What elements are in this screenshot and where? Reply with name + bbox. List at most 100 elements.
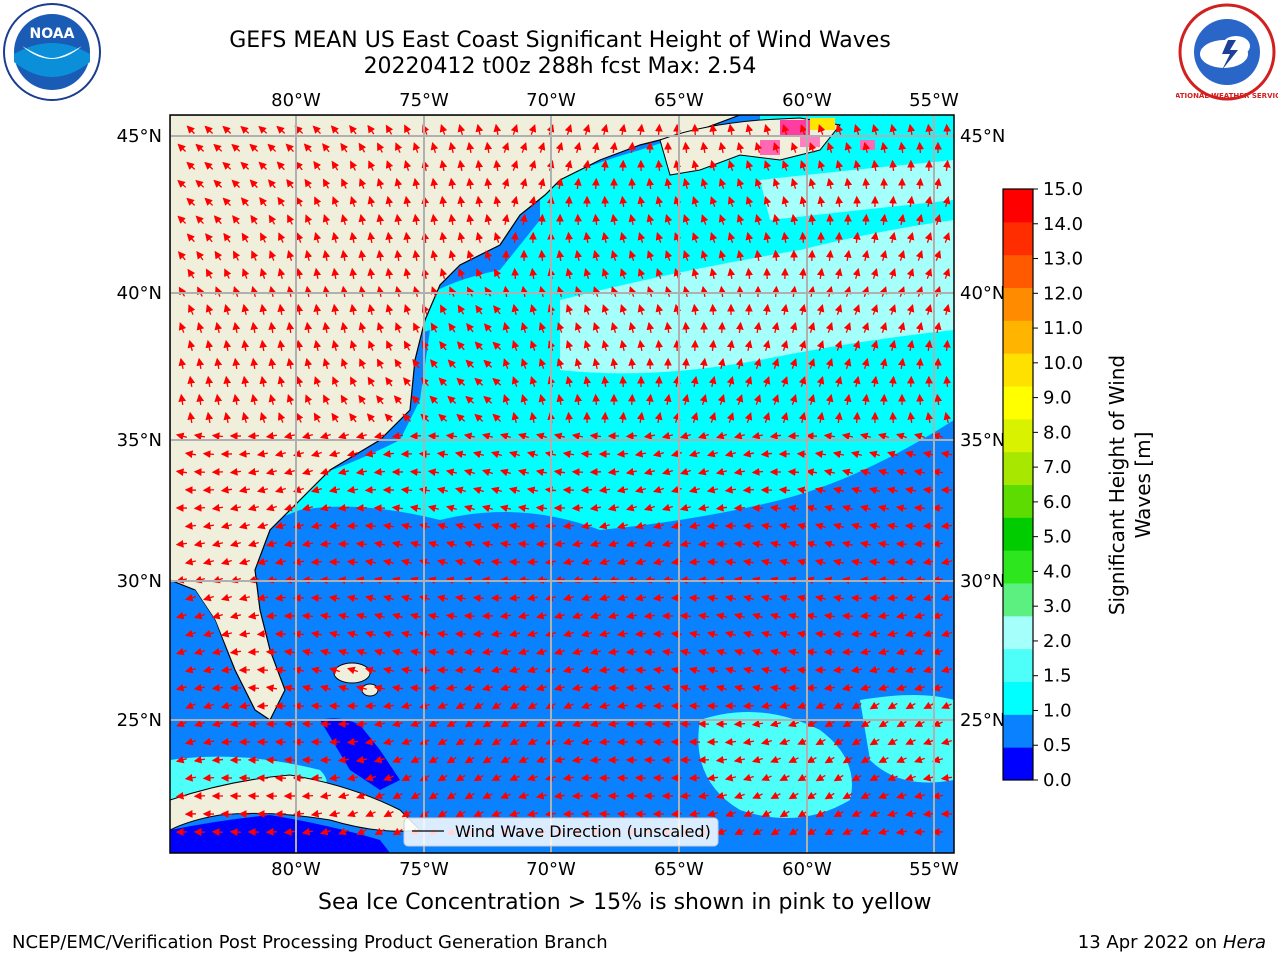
wave-arrow (699, 357, 708, 370)
wave-arrow (628, 393, 636, 406)
wave-arrow (222, 197, 231, 207)
wave-arrow (727, 231, 736, 243)
wave-arrow (240, 197, 249, 207)
wave-arrow (853, 124, 862, 135)
branch-credit: NCEP/EMC/Verification Post Processing Pr… (12, 932, 608, 953)
colorbar-segment (1003, 221, 1033, 256)
wave-arrow (763, 196, 772, 207)
wave-arrow (250, 357, 259, 370)
wave-arrow (429, 395, 439, 404)
wave-arrow (214, 250, 223, 261)
colorbar-segment (1003, 550, 1033, 584)
wave-arrow (463, 612, 476, 620)
lat-tick-left: 25°N (117, 710, 162, 731)
wave-arrow (646, 357, 654, 370)
arrow-legend: Wind Wave Direction (unscaled) (403, 817, 719, 847)
wave-arrow (688, 558, 701, 566)
wave-arrow (697, 467, 709, 476)
wave-arrow (933, 213, 942, 225)
wave-arrow (430, 322, 439, 333)
wave-arrow (256, 666, 269, 674)
wave-arrow (492, 413, 502, 422)
wave-arrow (526, 558, 539, 566)
wave-arrow (310, 449, 322, 458)
wave-arrow (358, 321, 367, 333)
wave-arrow (519, 142, 528, 153)
wave-arrow (438, 377, 447, 386)
wave-arrow (834, 375, 843, 387)
wave-arrow (211, 432, 224, 441)
wave-arrow (204, 125, 214, 134)
wave-arrow (285, 143, 294, 152)
wave-arrow (430, 141, 439, 153)
wave-arrow (735, 357, 744, 369)
colorbar-segment (1003, 747, 1033, 781)
lon-tick-bottom: 75°W (399, 859, 449, 880)
wave-arrow (430, 249, 439, 262)
wave-arrow (492, 377, 502, 386)
wave-arrow (304, 321, 313, 334)
wave-arrow (232, 250, 241, 261)
wave-arrow (256, 449, 269, 458)
wave-arrow (745, 123, 754, 136)
wave-arrow (691, 267, 700, 279)
wave-arrow (844, 141, 853, 153)
wave-arrow (322, 249, 331, 262)
wave-arrow (385, 303, 394, 315)
wave-arrow (625, 684, 638, 693)
wave-arrow (799, 231, 808, 244)
wave-arrow (553, 432, 566, 441)
wave-arrow (349, 340, 358, 351)
wave-arrow (484, 177, 493, 190)
wave-arrow (600, 123, 609, 135)
wave-arrow (823, 432, 836, 441)
wave-arrow (349, 125, 357, 135)
wave-arrow (913, 432, 925, 441)
wave-arrow (724, 449, 737, 458)
wave-arrow (202, 486, 215, 494)
wave-arrow (589, 683, 602, 692)
wave-arrow (787, 468, 800, 477)
wave-arrow (879, 213, 888, 226)
wave-arrow (322, 214, 331, 225)
wave-arrow (636, 123, 645, 136)
wave-arrow (943, 123, 951, 136)
wave-arrow (465, 359, 475, 368)
wave-arrow (412, 249, 421, 262)
wave-arrow (295, 339, 304, 352)
wave-arrow (238, 449, 251, 458)
wave-arrow (742, 702, 755, 710)
wave-arrow (346, 485, 359, 494)
wave-arrow (726, 375, 735, 387)
wave-arrow (330, 125, 339, 135)
wave-arrow (592, 393, 601, 406)
wave-arrow (501, 142, 510, 153)
wave-arrow (259, 412, 268, 423)
wave-arrow (682, 321, 691, 334)
wave-arrow (805, 468, 818, 477)
wave-arrow (897, 357, 906, 370)
wave-arrow (377, 142, 385, 153)
wave-arrow (466, 141, 475, 154)
colorbar-segment (1003, 287, 1033, 321)
wave-arrow (286, 321, 295, 334)
wave-arrow (745, 160, 754, 171)
wave-arrow (247, 467, 260, 476)
wave-arrow (574, 322, 583, 333)
wave-arrow (745, 231, 754, 243)
wave-arrow (700, 249, 709, 261)
wave-arrow (213, 179, 223, 188)
wave-arrow (679, 612, 692, 621)
wave-arrow (222, 161, 232, 170)
wave-arrow (476, 268, 484, 279)
wave-arrow (654, 411, 663, 424)
wave-arrow (799, 195, 808, 208)
wave-arrow (220, 485, 233, 494)
wave-arrow (780, 411, 789, 423)
wave-arrow (403, 267, 412, 280)
wave-arrow (646, 250, 655, 261)
wave-arrow (663, 393, 672, 406)
wave-arrow (193, 503, 206, 512)
wave-arrow (502, 394, 511, 405)
wave-arrow (715, 431, 727, 440)
